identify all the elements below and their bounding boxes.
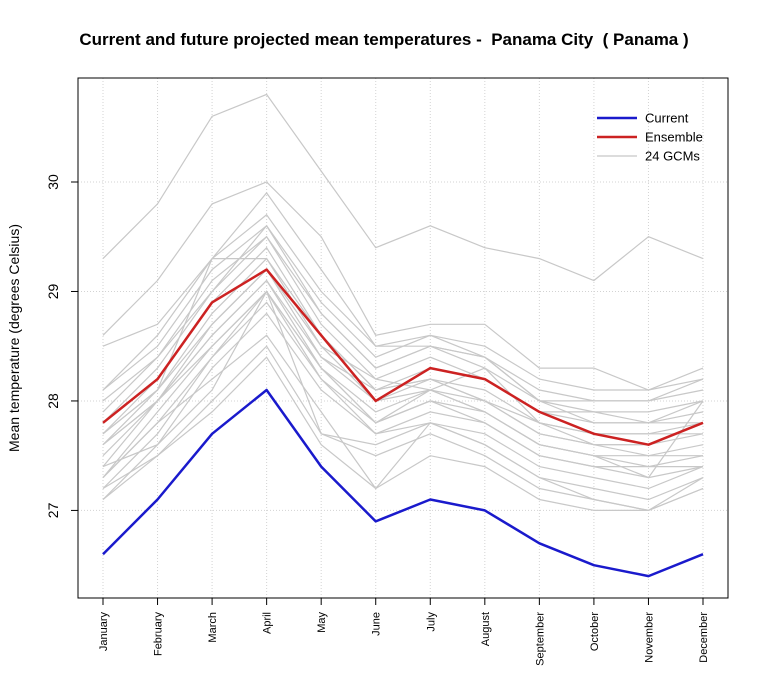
gcm-line-3 bbox=[102, 191, 704, 391]
x-tick-label: April bbox=[262, 612, 274, 634]
gcm-line-7 bbox=[102, 235, 704, 424]
gcm-line-15 bbox=[102, 312, 704, 500]
gcm-line-2 bbox=[102, 181, 704, 391]
x-tick-label: August bbox=[480, 612, 492, 646]
y-tick-label: 28 bbox=[45, 393, 61, 409]
gcm-lines bbox=[102, 93, 704, 512]
gcm-line-24 bbox=[102, 290, 704, 490]
chart-title: Current and future projected mean temper… bbox=[79, 30, 689, 49]
gcm-line-5 bbox=[102, 224, 704, 402]
x-tick-label: February bbox=[153, 612, 165, 657]
legend-label: 24 GCMs bbox=[645, 149, 700, 164]
gcm-line-14 bbox=[102, 301, 703, 489]
axes: 27 28 29 30 January February March April May June… bbox=[45, 174, 710, 666]
current-line bbox=[102, 388, 704, 578]
legend: Current Ensemble 24 GCMs bbox=[597, 111, 703, 164]
legend-label: Ensemble bbox=[645, 130, 703, 145]
gcm-line-21 bbox=[102, 279, 704, 479]
y-tick-label: 27 bbox=[45, 502, 61, 518]
gcm-line-12 bbox=[102, 290, 703, 478]
y-tick-label: 30 bbox=[45, 174, 61, 190]
x-tick-label: May bbox=[316, 612, 328, 633]
x-tick-label: October bbox=[589, 612, 601, 651]
gcm-line-19 bbox=[102, 356, 704, 511]
plot-frame bbox=[77, 77, 729, 599]
gcm-line-18 bbox=[102, 345, 704, 512]
gcm-line-20 bbox=[102, 334, 704, 501]
legend-label: Current bbox=[645, 111, 689, 126]
gcm-line-23 bbox=[102, 235, 704, 424]
gcm-line-1 bbox=[102, 93, 704, 282]
y-axis-label: Mean temperature (degrees Celsius) bbox=[6, 224, 22, 452]
x-tick-label: January bbox=[98, 612, 110, 652]
x-tick-label: December bbox=[698, 612, 710, 663]
main-series-lines bbox=[102, 268, 704, 578]
x-tick-label: September bbox=[534, 612, 546, 666]
x-tick-label: June bbox=[371, 612, 383, 636]
x-tick-label: July bbox=[425, 612, 437, 632]
y-tick-label: 29 bbox=[45, 283, 61, 299]
ensemble-line bbox=[102, 268, 704, 446]
x-tick-label: March bbox=[207, 612, 219, 643]
x-tick-label: November bbox=[643, 612, 655, 663]
